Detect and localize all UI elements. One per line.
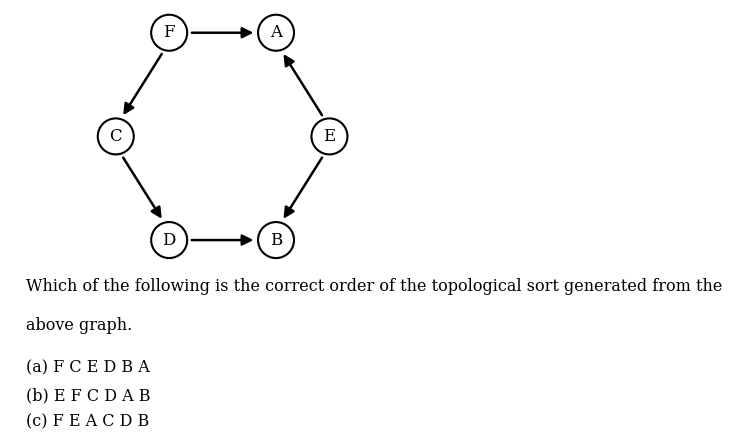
Text: (a) F C E D B A: (a) F C E D B A [26, 359, 150, 376]
Text: A: A [270, 24, 282, 41]
Text: C: C [109, 128, 122, 145]
Text: (c) F E A C D B: (c) F E A C D B [26, 414, 149, 431]
Ellipse shape [98, 118, 134, 154]
Text: F: F [163, 24, 175, 41]
Ellipse shape [258, 222, 294, 258]
Ellipse shape [312, 118, 347, 154]
Text: above graph.: above graph. [26, 317, 132, 334]
Ellipse shape [151, 222, 187, 258]
Text: B: B [270, 231, 282, 249]
Text: (b) E F C D A B: (b) E F C D A B [26, 387, 151, 404]
Text: E: E [324, 128, 335, 145]
Ellipse shape [258, 15, 294, 51]
Ellipse shape [151, 15, 187, 51]
Text: Which of the following is the correct order of the topological sort generated fr: Which of the following is the correct or… [26, 278, 723, 295]
Text: D: D [162, 231, 176, 249]
